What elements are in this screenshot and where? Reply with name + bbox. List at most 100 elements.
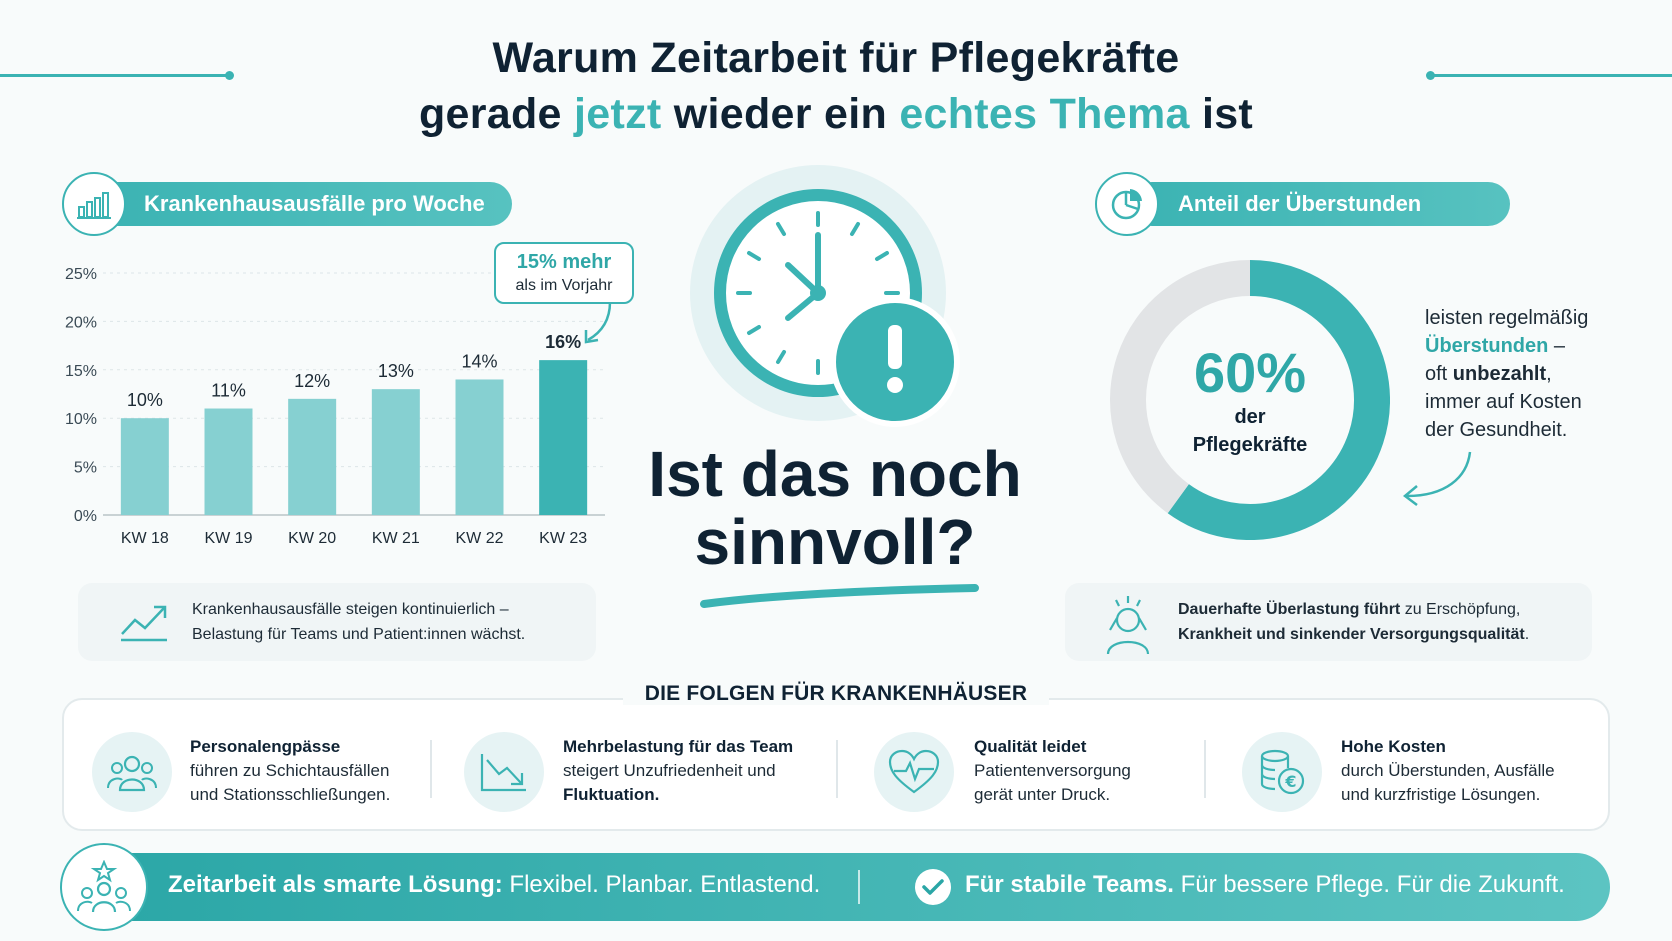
consequence-line-1: durch Überstunden, Ausfälle — [1341, 761, 1555, 780]
consequence-line-2: und Stationsschließungen. — [190, 785, 391, 804]
consequence-line-2: Fluktuation. — [563, 785, 660, 804]
bar — [539, 360, 588, 515]
overload-text-1: zu Erschöpfung, — [1400, 601, 1521, 618]
consequence-heading: Hohe Kosten — [1341, 737, 1446, 756]
trend-card — [78, 583, 596, 661]
y-tick-label: 5% — [74, 460, 97, 477]
overload-text-2: . — [1524, 626, 1530, 643]
bar — [371, 389, 420, 515]
callout-box: 15% mehr als im Vorjahr — [494, 242, 634, 304]
consequence-line-1: führen zu Schichtausfällen — [190, 761, 390, 780]
consequences-title: DIE FOLGEN FÜR KRANKENHÄUSER — [0, 682, 1672, 706]
data-label: 16% — [545, 332, 581, 352]
data-label: 13% — [378, 361, 414, 381]
consequence-line-2: gerät unter Druck. — [974, 785, 1111, 804]
y-tick-label: 25% — [65, 266, 97, 283]
consequence-heading: Personalengpässe — [190, 737, 341, 756]
heartbeat-icon — [874, 732, 954, 812]
divider — [836, 740, 838, 798]
data-label: 14% — [461, 351, 497, 371]
note-line-2: Überstunden – — [1425, 332, 1588, 360]
donut-sub-line-2: Pflegekräfte — [1192, 434, 1308, 456]
note-text: oft — [1425, 363, 1453, 385]
title-highlight-jetzt: jetzt — [574, 90, 662, 138]
y-tick-label: 10% — [65, 411, 97, 428]
note-line-5: der Gesundheit. — [1425, 419, 1568, 441]
note-line-3: oft unbezahlt, — [1425, 360, 1588, 388]
bar-chart-header-label: Krankenhausausfälle pro Woche — [144, 191, 485, 216]
footer-divider — [858, 870, 860, 904]
donut-note: leisten regelmäßig Überstunden – oft unb… — [1425, 304, 1588, 444]
y-tick-label: 0% — [74, 508, 97, 525]
overtime-header-label: Anteil der Überstunden — [1178, 191, 1422, 216]
data-label: 12% — [294, 371, 330, 391]
y-tick-label: 15% — [65, 363, 97, 380]
y-tick-label: 20% — [65, 314, 97, 331]
title-text: wieder ein — [661, 90, 900, 138]
overload-bold-1: Dauerhafte Überlastung führt — [1178, 601, 1401, 618]
center-question-line-1: Ist das noch — [648, 438, 1022, 510]
title-highlight-thema: echtes Thema — [899, 90, 1190, 138]
trend-card-line-2: Belastung für Teams und Patient:innen wä… — [192, 626, 526, 643]
overload-line-1: Dauerhafte Überlastung führt zu Erschöpf… — [1178, 597, 1529, 622]
overload-card — [1065, 583, 1592, 661]
trend-up-icon — [121, 605, 167, 642]
data-label: 10% — [127, 390, 163, 410]
bar — [204, 408, 253, 515]
check-icon — [915, 869, 951, 905]
x-tick-label: KW 20 — [288, 530, 336, 547]
overtime-header: Anteil der Überstunden — [1130, 182, 1510, 226]
x-tick-label: KW 23 — [539, 530, 587, 547]
x-tick-label: KW 22 — [455, 530, 503, 547]
consequences-title-label: DIE FOLGEN FÜR KRANKENHÄUSER — [622, 682, 1050, 705]
donut-value: 60% — [1193, 341, 1307, 404]
title-line-2: gerade jetzt wieder ein echtes Thema ist — [0, 86, 1672, 142]
x-tick-label: KW 18 — [121, 530, 169, 547]
x-tick-label: KW 21 — [372, 530, 420, 547]
trend-down-icon — [464, 732, 544, 812]
note-text: , — [1546, 363, 1552, 385]
footer-left-rest: Flexibel. Planbar. Entlastend. — [502, 871, 821, 898]
footer-left-text: Zeitarbeit als smarte Lösung: Flexibel. … — [168, 871, 820, 899]
callout-arrow-icon — [584, 301, 612, 344]
team-star-icon — [60, 843, 148, 931]
overload-line-2: Krankheit und sinkender Versorgungsquali… — [1178, 622, 1529, 647]
footer-right-rest: Für bessere Pflege. Für die Zukunft. — [1173, 871, 1565, 898]
clock-alert-icon — [690, 165, 960, 427]
center-question: Ist das noch sinnvoll? — [615, 440, 1055, 576]
data-label: 11% — [211, 381, 246, 401]
title-text: gerade — [418, 90, 575, 138]
pie-chart-icon — [1095, 172, 1159, 236]
stressed-person-icon — [1106, 596, 1150, 655]
title-line-1: Warum Zeitarbeit für Pflegekräfte — [492, 34, 1180, 82]
note-highlight: Überstunden — [1425, 335, 1549, 357]
consequence-line-1: Patientenversorgung — [974, 761, 1131, 780]
title-text: ist — [1189, 90, 1254, 138]
divider — [430, 740, 432, 798]
note-line-4: immer auf Kosten — [1425, 391, 1582, 413]
consequence-heading: Qualität leidet — [974, 737, 1087, 756]
overload-card-text: Dauerhafte Überlastung führt zu Erschöpf… — [1178, 597, 1529, 647]
note-line-1: leisten regelmäßig — [1425, 307, 1589, 329]
bar — [455, 379, 504, 515]
footer-right-text: Für stabile Teams. Für bessere Pflege. F… — [965, 871, 1565, 899]
consequence-item-1: Personalengpässe führen zu Schichtausfäl… — [190, 735, 390, 807]
title-rule-left — [0, 71, 234, 80]
donut-subtitle: der Pflegekräfte — [1150, 403, 1350, 459]
donut-slice-overtime — [1167, 260, 1390, 540]
svg-text:€: € — [1284, 772, 1296, 791]
footer-left-bold: Zeitarbeit als smarte Lösung: — [168, 871, 503, 898]
title-rule-right — [1426, 71, 1672, 80]
donut-slice-rest — [1110, 260, 1251, 514]
page-title: Warum Zeitarbeit für Pflegekräfte gerade… — [0, 30, 1672, 142]
center-question-line-2: sinnvoll? — [694, 506, 976, 578]
coins-euro-icon: € — [1242, 732, 1322, 812]
overload-bold-2: Krankheit und sinkender Versorgungsquali… — [1178, 626, 1525, 643]
callout-value: 15% mehr — [516, 251, 612, 273]
note-arrow-icon — [1402, 451, 1472, 506]
consequence-heading: Mehrbelastung für das Team — [563, 737, 794, 756]
donut-sub-line-1: der — [1234, 406, 1266, 428]
consequence-line-1: steigert Unzufriedenheit und — [563, 761, 776, 780]
consequence-item-4: Hohe Kosten durch Überstunden, Ausfälle … — [1341, 735, 1555, 807]
overtime-donut-chart — [1110, 260, 1390, 540]
